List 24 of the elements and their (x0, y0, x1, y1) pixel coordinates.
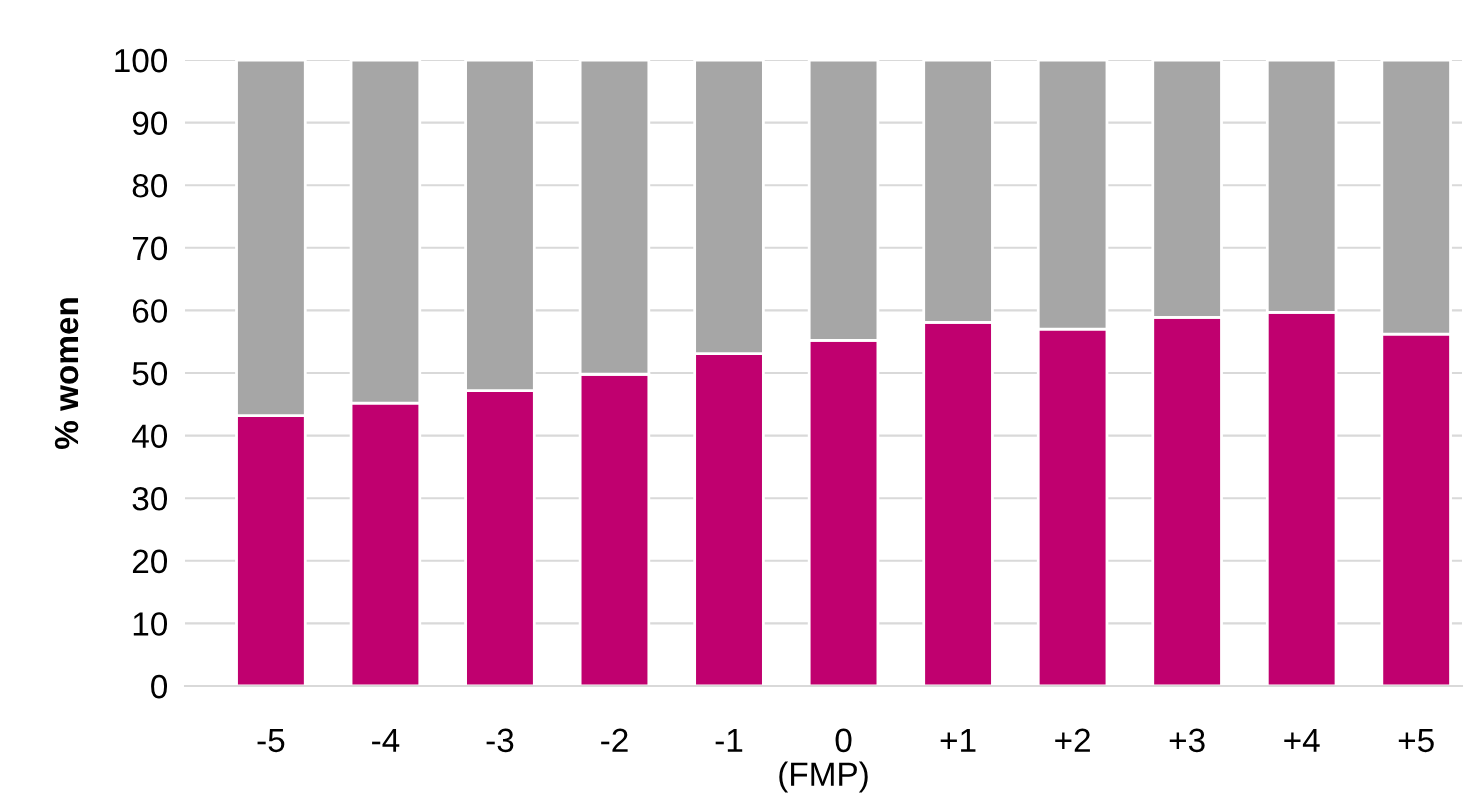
y-tick-label: 60 (132, 299, 168, 323)
x-tick-label: +2 (1055, 728, 1090, 752)
x-tick-label: -1 (715, 728, 743, 752)
y-tick-label: 30 (132, 487, 168, 511)
y-tick-label: 50 (132, 361, 168, 386)
y-tick-label: 0 (151, 674, 168, 699)
y-tick-label: 20 (132, 549, 168, 574)
x-tick-label: +1 (940, 728, 976, 752)
y-axis-title: % women (54, 298, 79, 450)
y-tick-label: 10 (133, 612, 168, 636)
y-tick-label: 90 (132, 111, 168, 136)
x-tick-label: 0 (835, 728, 852, 753)
x-axis-title: (FMP) (779, 761, 868, 793)
y-tick-label: 40 (132, 424, 168, 449)
x-tick-label: -4 (372, 728, 400, 752)
y-tick-label: 100 (115, 48, 168, 73)
x-tick-label: +5 (1398, 728, 1434, 753)
y-tick-label: 80 (132, 174, 168, 198)
y-tick-label: 70 (132, 236, 168, 261)
x-tick-label: -3 (486, 728, 514, 753)
x-tick-label: +4 (1284, 728, 1320, 752)
x-tick-label: -5 (257, 728, 285, 753)
x-tick-label: +3 (1169, 728, 1205, 753)
x-tick-label: -2 (601, 728, 628, 752)
